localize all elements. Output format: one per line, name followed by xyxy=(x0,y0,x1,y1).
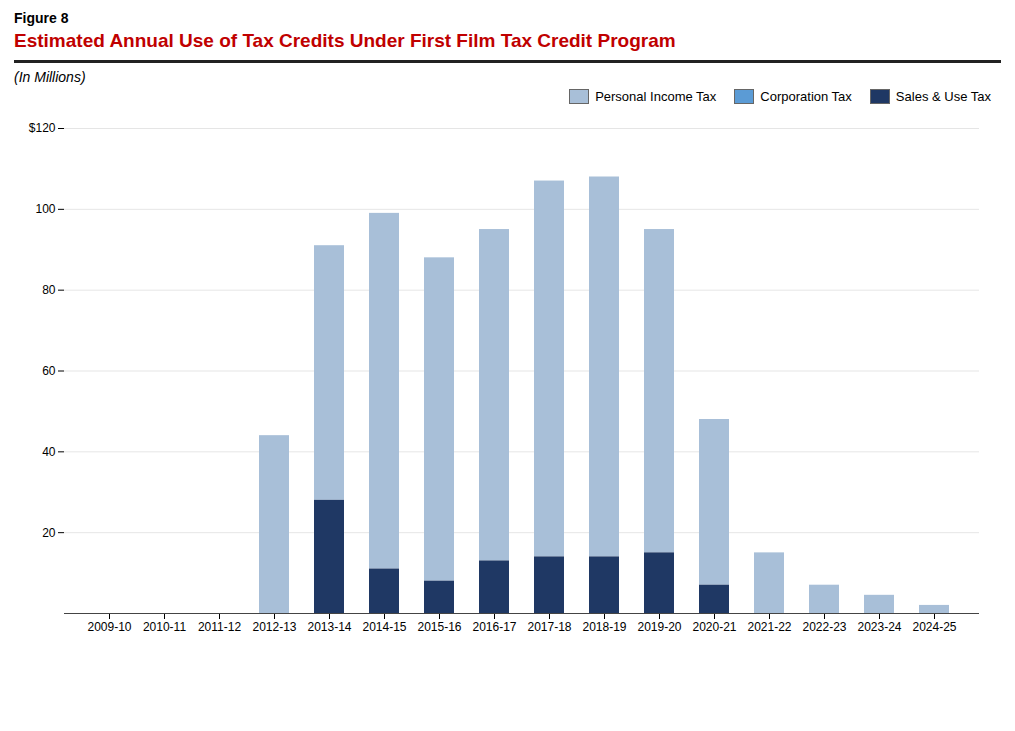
svg-text:20: 20 xyxy=(42,526,56,540)
svg-text:80: 80 xyxy=(42,283,56,297)
html-text:Figure 8: Figure 8 xyxy=(14,10,69,26)
svg-text:$120: $120 xyxy=(29,121,56,135)
svg-text:2023-24: 2023-24 xyxy=(857,620,901,634)
html-text:Sales & Use Tax: Sales & Use Tax xyxy=(895,89,991,104)
html-text:(In Millions): (In Millions) xyxy=(14,69,86,85)
svg-text:2012-13: 2012-13 xyxy=(252,620,296,634)
svg-text:2011-12: 2011-12 xyxy=(198,620,241,634)
svg-text:2010-11: 2010-11 xyxy=(143,620,186,634)
svg-text:2014-15: 2014-15 xyxy=(362,620,406,634)
svg-text:2021-22: 2021-22 xyxy=(747,620,791,634)
svg-text:40: 40 xyxy=(42,445,56,459)
svg-text:2016-17: 2016-17 xyxy=(472,620,516,634)
svg-text:60: 60 xyxy=(42,364,56,378)
svg-text:2020-21: 2020-21 xyxy=(692,620,736,634)
svg-text:100: 100 xyxy=(35,202,55,216)
html-text:Personal Income Tax: Personal Income Tax xyxy=(595,89,717,104)
svg-text:2009-10: 2009-10 xyxy=(87,620,131,634)
html-text:Estimated Annual Use of Tax Cr: Estimated Annual Use of Tax Credits Unde… xyxy=(14,30,676,51)
svg-text:2017-18: 2017-18 xyxy=(527,620,571,634)
svg-text:2013-14: 2013-14 xyxy=(307,620,351,634)
svg-text:2015-16: 2015-16 xyxy=(417,620,461,634)
svg-text:2024-25: 2024-25 xyxy=(912,620,956,634)
html-text:Corporation Tax: Corporation Tax xyxy=(760,89,852,104)
svg-text:2019-20: 2019-20 xyxy=(637,620,681,634)
svg-text:2022-23: 2022-23 xyxy=(802,620,846,634)
svg-text:2018-19: 2018-19 xyxy=(582,620,626,634)
